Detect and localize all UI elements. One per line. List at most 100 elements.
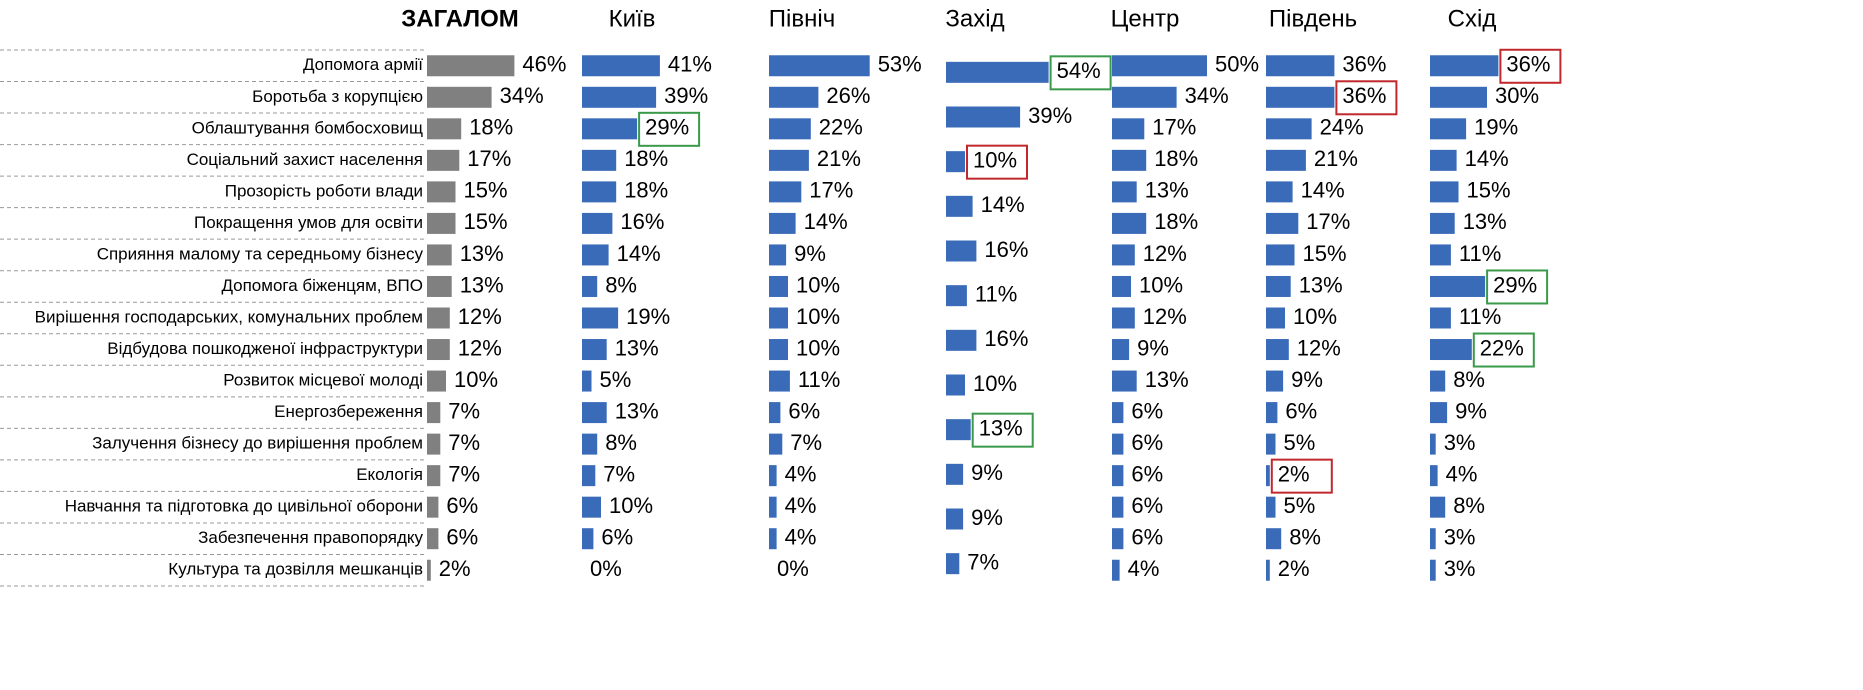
bar <box>582 149 617 171</box>
bar <box>1266 559 1270 581</box>
category-label: Культура та дозвілля мешканців <box>168 560 423 579</box>
value-label: 9% <box>1455 398 1487 423</box>
value-label: 14% <box>981 192 1025 217</box>
value-label: 15% <box>1467 178 1511 203</box>
bar <box>1266 370 1284 392</box>
bar <box>582 496 601 518</box>
bar <box>946 508 964 530</box>
bar <box>769 339 788 361</box>
panel-title: Схід <box>1448 5 1497 32</box>
bar <box>1430 402 1448 424</box>
value-label: 10% <box>973 371 1017 396</box>
bar <box>1112 559 1120 581</box>
bar <box>582 244 609 266</box>
bar <box>582 55 660 77</box>
bar <box>769 433 783 455</box>
value-label: 10% <box>796 335 840 360</box>
bar <box>769 465 777 487</box>
value-label: 0% <box>777 556 809 581</box>
bar <box>1430 528 1436 550</box>
value-label: 3% <box>1444 430 1476 455</box>
category-label: Енергозбереження <box>274 402 423 421</box>
panel-title: Центр <box>1111 5 1180 32</box>
bar <box>769 86 819 108</box>
value-label: 13% <box>460 241 504 266</box>
value-label: 36% <box>1506 52 1550 77</box>
bar <box>946 463 964 485</box>
highlight-box <box>1486 269 1549 305</box>
value-label: 9% <box>1291 367 1323 392</box>
category-label: Облаштування бомбосховищ <box>192 118 423 137</box>
bar <box>946 195 973 217</box>
value-label: 5% <box>600 367 632 392</box>
bar <box>427 433 441 455</box>
value-label: 16% <box>984 326 1028 351</box>
value-label: 41% <box>668 52 712 77</box>
value-label: 11% <box>1459 304 1501 329</box>
bar <box>769 402 781 424</box>
bar <box>1430 275 1486 297</box>
category-label: Прозорість роботи влади <box>225 181 423 200</box>
value-label: 3% <box>1444 556 1476 581</box>
value-label: 2% <box>1278 461 1310 486</box>
bar <box>946 151 965 173</box>
bar <box>1266 149 1306 171</box>
value-label: 15% <box>1303 241 1347 266</box>
bar <box>582 275 598 297</box>
value-label: 26% <box>826 83 870 108</box>
bar <box>1430 118 1467 140</box>
value-label: 7% <box>790 430 822 455</box>
value-label: 13% <box>1145 367 1189 392</box>
bar <box>946 419 971 441</box>
bar <box>946 240 977 262</box>
value-label: 15% <box>464 209 508 234</box>
value-label: 24% <box>1320 115 1364 140</box>
value-label: 9% <box>971 460 1003 485</box>
bar <box>1430 496 1446 518</box>
bar <box>1430 465 1438 487</box>
bar <box>769 118 811 140</box>
bar <box>1266 244 1295 266</box>
bar <box>1112 149 1147 171</box>
panel-title: Південь <box>1269 5 1357 32</box>
value-label: 9% <box>794 241 826 266</box>
value-label: 34% <box>1185 83 1229 108</box>
highlight-box <box>638 111 701 147</box>
value-label: 4% <box>1446 461 1478 486</box>
value-label: 10% <box>796 272 840 297</box>
value-label: 29% <box>1493 272 1537 297</box>
value-label: 19% <box>1474 115 1518 140</box>
bar <box>1266 433 1276 455</box>
value-label: 10% <box>1293 304 1337 329</box>
value-label: 7% <box>448 430 480 455</box>
bar <box>769 212 796 234</box>
bar <box>427 86 492 108</box>
bar <box>1266 86 1335 108</box>
value-label: 17% <box>1306 209 1350 234</box>
value-label: 6% <box>1131 398 1163 423</box>
bar <box>427 275 452 297</box>
value-label: 6% <box>1131 461 1163 486</box>
value-label: 12% <box>458 304 502 329</box>
value-label: 18% <box>1154 146 1198 171</box>
bar <box>1266 181 1293 203</box>
category-label: Забезпечення правопорядку <box>198 528 423 547</box>
bar <box>1266 528 1282 550</box>
bar <box>427 118 462 140</box>
highlight-box <box>1270 458 1333 494</box>
value-label: 21% <box>817 146 861 171</box>
value-label: 6% <box>446 493 478 518</box>
value-label: 10% <box>454 367 498 392</box>
value-label: 4% <box>1128 556 1160 581</box>
value-label: 13% <box>615 398 659 423</box>
value-label: 22% <box>819 115 863 140</box>
bar <box>946 61 1049 83</box>
bar <box>1112 339 1130 361</box>
value-label: 4% <box>785 493 817 518</box>
category-label: Залучення бізнесу до вирішення проблем <box>92 434 423 453</box>
bar <box>582 528 594 550</box>
highlight-box <box>1499 48 1562 84</box>
value-label: 5% <box>1284 493 1316 518</box>
bar <box>1112 496 1124 518</box>
